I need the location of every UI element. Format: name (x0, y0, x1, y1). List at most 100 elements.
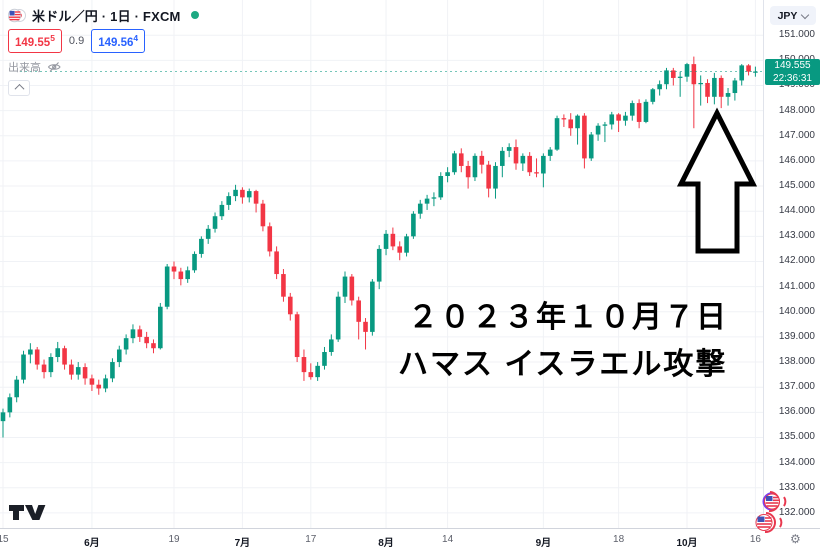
candle-down (746, 65, 751, 72)
candle-down (527, 155, 532, 173)
price-axis-label: 132.000 (778, 506, 815, 518)
price-axis-label: 147.000 (778, 129, 815, 141)
candle-up (315, 365, 320, 378)
candle-up (48, 357, 54, 373)
bid-price-button[interactable]: 149.555 (8, 29, 62, 53)
candle-up (7, 397, 13, 413)
price-axis-label: 146.000 (778, 154, 815, 166)
candle-up (404, 236, 409, 253)
candle-up (21, 354, 26, 380)
time-axis[interactable]: 15 6月 19 7月 17 8月 14 9月 18 10月 16 (0, 528, 820, 553)
annotation-event: ハマス イスラエル攻撃 (398, 348, 728, 381)
candle-up (226, 196, 232, 205)
candle-down (458, 153, 464, 166)
candle-up (664, 70, 669, 85)
candle-down (561, 118, 567, 120)
candle-up (657, 84, 662, 90)
price-axis[interactable]: JPY 151.000150.000149.000148.000147.0001… (763, 0, 820, 528)
candle-up (219, 204, 225, 217)
axis-settings-gear-icon[interactable]: ⚙ (790, 532, 801, 546)
us-flag-sticker[interactable] (755, 512, 783, 534)
candle-up (609, 114, 615, 125)
candle-down (151, 343, 156, 349)
candle-up (500, 150, 505, 166)
candle-up (130, 329, 136, 339)
candle-up (629, 103, 635, 116)
candle-down (267, 226, 273, 252)
collapse-legend-button[interactable] (8, 79, 30, 96)
candle-up (575, 115, 580, 129)
candle-up (116, 349, 122, 363)
candle-up (75, 367, 81, 375)
time-axis-day-label: 17 (305, 534, 317, 545)
candle-down (287, 296, 293, 315)
candle-down (294, 314, 300, 358)
candle-down (582, 115, 587, 159)
candle-down (144, 336, 149, 344)
candle-down (616, 114, 621, 121)
candle-up (28, 349, 33, 355)
price-axis-label: 144.000 (778, 205, 815, 217)
price-axis-label: 151.000 (778, 29, 815, 41)
candle-down (69, 364, 74, 375)
candle-up (650, 89, 656, 102)
annotation-date: ２０２３年１０月７日 (408, 301, 728, 334)
currency-selector[interactable]: JPY (770, 6, 816, 25)
time-axis-day-label: 15 (0, 534, 9, 545)
eye-off-icon[interactable] (47, 61, 62, 73)
last-price-badge: 149.555 22:36:31 (765, 58, 820, 85)
volume-label[interactable]: 出来高 (8, 61, 41, 74)
price-axis-label: 133.000 (778, 481, 815, 493)
candle-up (493, 165, 498, 189)
time-axis-month-label: 9月 (535, 538, 552, 549)
price-axis-label: 139.000 (778, 330, 815, 342)
candle-down (82, 367, 88, 379)
price-axis-label: 148.000 (778, 104, 815, 116)
candle-down (41, 364, 47, 373)
candle-up (684, 64, 690, 77)
candle-down (397, 246, 403, 253)
candle-down (96, 384, 102, 389)
sticker-group (755, 491, 787, 534)
candle-up (554, 118, 560, 150)
chevron-down-icon (801, 10, 810, 19)
up-arrow-annotation[interactable] (676, 107, 758, 254)
candle-down (705, 82, 710, 97)
candle-down (356, 300, 361, 322)
candle-down (486, 164, 491, 189)
currency-label: JPY (777, 9, 798, 22)
candle-down (281, 274, 286, 297)
time-axis-month-label: 6月 (84, 538, 100, 549)
candle-down (465, 165, 471, 178)
candle-up (411, 213, 416, 237)
us-flag-sticker[interactable] (762, 491, 787, 513)
candle-up (595, 125, 601, 135)
candle-down (253, 191, 259, 204)
price-axis-label: 140.000 (778, 305, 815, 317)
candle-down (62, 348, 67, 365)
candle-up (472, 155, 478, 178)
candle-down (636, 103, 642, 122)
candle-up (452, 153, 457, 173)
candle-up (753, 71, 758, 73)
candle-up (0, 412, 6, 422)
tradingview-logo[interactable] (8, 503, 48, 521)
candle-down (301, 357, 307, 373)
candle-up (445, 172, 450, 176)
symbol-title[interactable]: 米ドル／円 · 1日 · FXCM (32, 8, 181, 24)
event-annotation[interactable]: ２０２３年１０月７日 ハマス イスラエル攻撃 (398, 294, 728, 388)
candle-up (205, 228, 211, 239)
candle-up (322, 352, 327, 366)
candle-up (506, 147, 512, 151)
candle-down (691, 64, 697, 85)
ask-price-button[interactable]: 149.564 (91, 29, 146, 53)
bar-countdown: 22:36:31 (773, 72, 812, 84)
time-axis-day-label: 18 (613, 534, 625, 545)
candle-down (479, 155, 485, 165)
candle-down (260, 203, 266, 227)
candle-down (274, 251, 279, 275)
candle-up (417, 203, 423, 214)
